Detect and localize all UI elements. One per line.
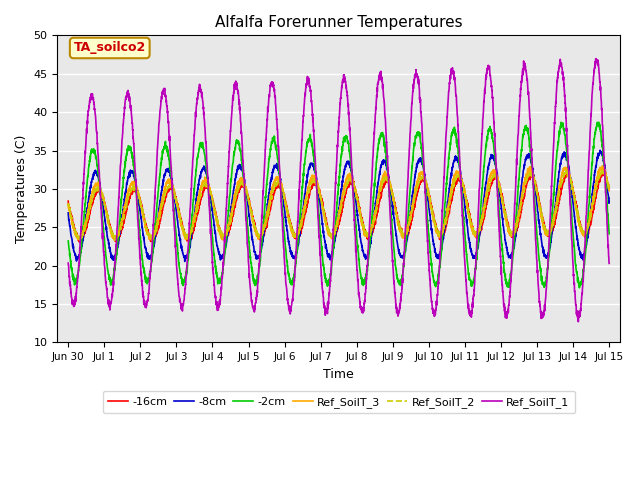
- Ref_SoilT_1: [575, 319, 582, 324]
- Ref_SoilT_3: [126, 183, 134, 189]
- Ref_SoilT_1: [158, 91, 166, 96]
- -2cm: [575, 285, 583, 291]
- Ref_SoilT_3: [272, 177, 280, 182]
- Ref_SoilT_2: [595, 173, 602, 179]
- Ref_SoilT_1: [295, 196, 303, 202]
- -16cm: [595, 179, 602, 184]
- X-axis label: Time: Time: [323, 368, 354, 381]
- -8cm: [272, 164, 280, 169]
- Ref_SoilT_3: [65, 202, 72, 208]
- Ref_SoilT_2: [536, 206, 544, 212]
- Ref_SoilT_2: [272, 183, 280, 189]
- -8cm: [596, 147, 604, 153]
- -2cm: [295, 225, 303, 231]
- Ref_SoilT_3: [296, 227, 303, 233]
- Title: Alfalfa Forerunner Temperatures: Alfalfa Forerunner Temperatures: [215, 15, 463, 30]
- -16cm: [272, 185, 280, 191]
- -8cm: [181, 259, 189, 264]
- Ref_SoilT_3: [158, 197, 166, 203]
- Ref_SoilT_1: [65, 260, 72, 266]
- Ref_SoilT_2: [158, 204, 166, 210]
- -8cm: [296, 232, 303, 238]
- -16cm: [296, 231, 303, 237]
- -16cm: [536, 203, 544, 209]
- Ref_SoilT_2: [296, 228, 303, 234]
- Y-axis label: Temperatures (C): Temperatures (C): [15, 135, 28, 243]
- -2cm: [272, 145, 280, 151]
- Ref_SoilT_3: [595, 168, 602, 173]
- Ref_SoilT_2: [605, 187, 613, 193]
- -2cm: [595, 120, 602, 125]
- -16cm: [605, 185, 613, 191]
- Ref_SoilT_1: [536, 304, 544, 310]
- -8cm: [536, 232, 544, 238]
- Line: -8cm: -8cm: [68, 150, 609, 262]
- Line: -2cm: -2cm: [68, 122, 609, 288]
- Legend: -16cm, -8cm, -2cm, Ref_SoilT_3, Ref_SoilT_2, Ref_SoilT_1: -16cm, -8cm, -2cm, Ref_SoilT_3, Ref_Soil…: [102, 391, 575, 413]
- -2cm: [158, 153, 166, 159]
- -8cm: [65, 210, 72, 216]
- Ref_SoilT_1: [595, 66, 603, 72]
- -16cm: [65, 198, 72, 204]
- Ref_SoilT_3: [598, 163, 606, 169]
- Ref_SoilT_1: [126, 96, 134, 101]
- Line: Ref_SoilT_1: Ref_SoilT_1: [68, 59, 609, 322]
- Ref_SoilT_2: [65, 203, 72, 208]
- Ref_SoilT_2: [111, 238, 118, 243]
- Ref_SoilT_3: [605, 188, 613, 193]
- -8cm: [595, 151, 602, 157]
- Ref_SoilT_1: [272, 102, 280, 108]
- Ref_SoilT_2: [598, 166, 606, 172]
- Line: Ref_SoilT_3: Ref_SoilT_3: [68, 166, 609, 240]
- -2cm: [605, 231, 613, 237]
- -8cm: [158, 187, 166, 192]
- Line: -16cm: -16cm: [68, 171, 609, 242]
- -2cm: [126, 146, 134, 152]
- -2cm: [65, 238, 72, 244]
- -16cm: [600, 168, 607, 174]
- -16cm: [76, 239, 83, 245]
- -2cm: [536, 264, 544, 270]
- -8cm: [126, 170, 134, 176]
- Ref_SoilT_3: [536, 209, 544, 215]
- -8cm: [605, 198, 613, 204]
- -16cm: [126, 194, 134, 200]
- Text: TA_soilco2: TA_soilco2: [74, 41, 146, 54]
- -2cm: [595, 121, 603, 127]
- Ref_SoilT_1: [605, 261, 613, 266]
- Ref_SoilT_1: [592, 56, 600, 61]
- Line: Ref_SoilT_2: Ref_SoilT_2: [68, 169, 609, 240]
- Ref_SoilT_3: [148, 237, 156, 243]
- -16cm: [158, 206, 166, 212]
- Ref_SoilT_2: [126, 189, 134, 194]
